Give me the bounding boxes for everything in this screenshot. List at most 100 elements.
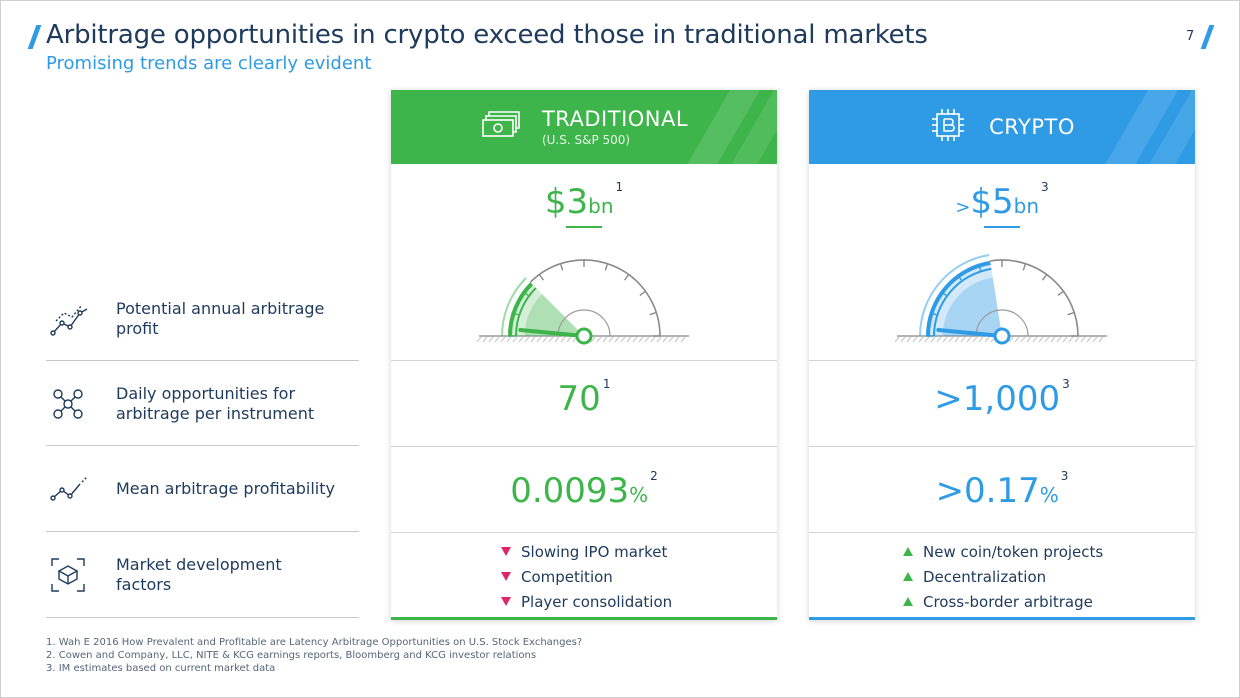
gauge-tick: [977, 263, 982, 271]
triangle-down-icon: [501, 547, 511, 556]
gauge-tick: [1057, 290, 1064, 297]
gauge-fill: [926, 260, 1002, 336]
gauge-track: [989, 259, 1079, 337]
footnote-2: 2. Cowen and Company, LLC, NITE & KCG ea…: [46, 650, 537, 661]
list-item: Competition: [501, 564, 777, 589]
value-number: 0.0093: [510, 471, 630, 511]
gauge-tick: [604, 263, 609, 271]
gauge-hatch: [620, 336, 626, 343]
gauge-hatch: [960, 336, 966, 343]
gauge-tick: [511, 311, 519, 316]
gauge-tick: [940, 290, 947, 297]
gauge-track: [529, 259, 661, 337]
traditional-mean-value: 0.0093%2: [391, 468, 777, 511]
footnote-1: 1. Wah E 2016 How Prevalent and Profitab…: [46, 637, 583, 648]
bitcoin-chip-icon: [929, 106, 967, 148]
value-number: $5: [970, 182, 1014, 222]
gauge-hatch: [680, 336, 686, 343]
page-title: Arbitrage opportunities in crypto exceed…: [46, 20, 928, 50]
row-label-text: Market development factors: [116, 555, 282, 594]
card-bottom-accent: [809, 617, 1195, 620]
crypto-factors-section: New coin/token projects Decentralization…: [809, 532, 1195, 620]
gauge-hatch: [668, 336, 674, 343]
gauge-arc: [515, 287, 537, 337]
cash-stack-icon: [480, 110, 520, 144]
gauge-hatch: [500, 336, 506, 343]
gauge-needle: [518, 327, 586, 338]
gauge-hatch: [936, 336, 942, 343]
triangle-up-icon: [903, 597, 913, 606]
gauge-hub-arc: [557, 309, 611, 337]
trend-up-icon: [46, 469, 116, 509]
gauge-hatch: [972, 336, 978, 343]
gauge-hatch: [632, 336, 638, 343]
gauge-hatch: [906, 336, 912, 343]
gauge-hatch: [1056, 336, 1062, 343]
gauge-hatch: [1014, 336, 1020, 343]
gauge-tick: [623, 274, 630, 281]
list-item: Player consolidation: [501, 589, 777, 614]
gauge-hatch: [482, 336, 488, 343]
gauge-hatch: [1038, 336, 1044, 343]
crypto-gauge: [894, 254, 1107, 345]
value-number: >0.17: [935, 471, 1040, 511]
gauge-arc: [926, 260, 991, 337]
gauge-hatch: [656, 336, 662, 343]
value-unit: bn: [588, 194, 614, 218]
crypto-profit-value: >$5bn3: [809, 180, 1195, 222]
traditional-mean-section: 0.0093%2: [391, 446, 777, 532]
gauge-hatch: [476, 336, 482, 343]
gauge-tick: [956, 274, 963, 281]
traditional-profit-value: $3bn1: [391, 180, 777, 222]
traditional-factors-section: Slowing IPO market Competition Player co…: [391, 532, 777, 620]
row-label-mean: Mean arbitrage profitability: [46, 447, 359, 532]
gauge-arc: [508, 282, 534, 337]
gauge-hatch: [930, 336, 936, 343]
value-underline: [566, 226, 602, 228]
row-label-profit: Potential annual arbitrage profit: [46, 278, 359, 361]
gauge-hatch: [1068, 336, 1074, 343]
row-label-factors: Market development factors: [46, 533, 359, 618]
gauge-hatch: [984, 336, 990, 343]
gauge-pivot: [993, 327, 1011, 345]
gauge-fill-inner: [942, 277, 1002, 336]
gauge-hatch: [918, 336, 924, 343]
gauge-arc: [933, 267, 992, 337]
value-number: 70: [557, 379, 601, 419]
network-nodes-icon: [46, 384, 116, 424]
list-item: Slowing IPO market: [501, 539, 777, 564]
gauge-hatch: [566, 336, 572, 343]
gauge-hatch: [924, 336, 930, 343]
gauge-hatch: [608, 336, 614, 343]
gauge-tick: [559, 263, 564, 271]
gauge-hub-arc: [975, 309, 1029, 337]
gauge-hatch: [542, 336, 548, 343]
gauge-hatch: [894, 336, 900, 343]
gauge-hatch: [1044, 336, 1050, 343]
traditional-card: TRADITIONAL (U.S. S&P 500) $3bn1 70 1 0.0…: [391, 90, 777, 620]
gauge-hatch: [954, 336, 960, 343]
footnote-marker: 1: [602, 376, 611, 391]
traditional-factors-list: Slowing IPO market Competition Player co…: [391, 539, 777, 614]
gauge-hatch: [1098, 336, 1104, 343]
gauge-hatch: [1008, 336, 1014, 343]
footnote-marker: 2: [650, 468, 658, 483]
gauge-hatch: [912, 336, 918, 343]
crypto-daily-section: >1,000 3: [809, 360, 1195, 446]
gauge-tick: [649, 311, 657, 316]
gauge-hatch: [524, 336, 530, 343]
gauge-hatch: [662, 336, 668, 343]
row-label-text: Mean arbitrage profitability: [116, 479, 335, 498]
crypto-card-title: CRYPTO: [989, 115, 1075, 139]
gauge-tick: [639, 290, 646, 297]
gauge-hatch: [518, 336, 524, 343]
gauge-tick: [538, 274, 545, 281]
gauge-hatch: [1074, 336, 1080, 343]
gauge-tick: [1022, 263, 1027, 271]
card-bottom-accent: [391, 617, 777, 620]
gauge-hatch: [626, 336, 632, 343]
gauge-tick: [929, 311, 937, 316]
value-prefix: >: [955, 197, 971, 218]
page-number: 7: [1186, 29, 1195, 44]
gauge-hatch: [590, 336, 596, 343]
